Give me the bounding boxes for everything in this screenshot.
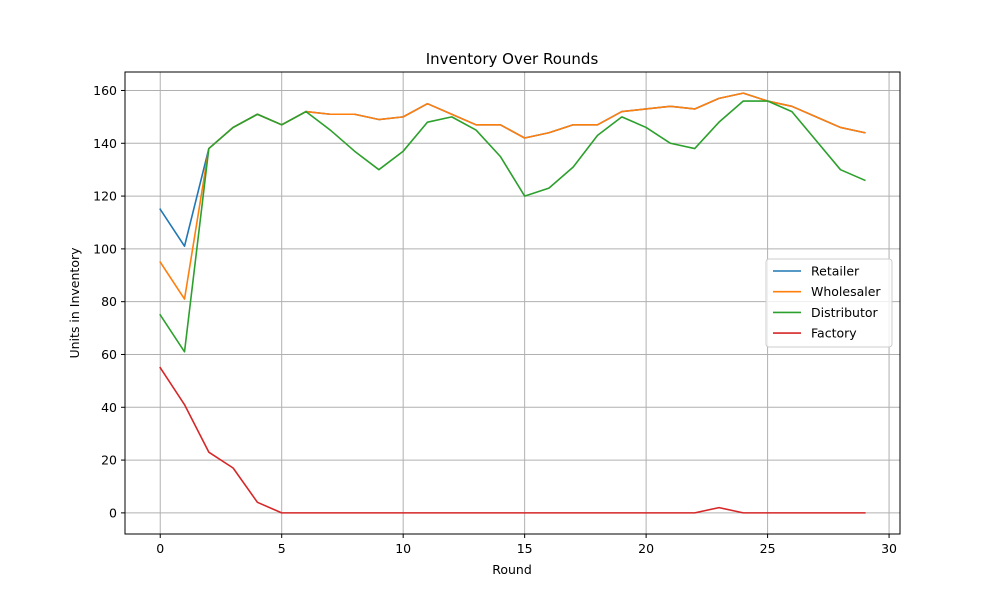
x-tick-label: 25: [760, 541, 776, 556]
y-axis-ticks: 0 20 40 60 80 100 120 140 160: [93, 83, 125, 520]
y-tick-label: 120: [93, 189, 117, 204]
x-tick-label: 20: [638, 541, 654, 556]
y-tick-label: 140: [93, 136, 117, 151]
y-tick-label: 60: [101, 347, 117, 362]
x-tick-label: 10: [395, 541, 411, 556]
y-tick-label: 160: [93, 83, 117, 98]
legend: Retailer Wholesaler Distributor Factory: [765, 258, 893, 348]
series-line-retailer: [159, 92, 866, 248]
y-tick-label: 20: [101, 453, 117, 468]
series-line-factory: [159, 366, 866, 514]
x-axis-label: Round: [492, 562, 532, 577]
legend-label-wholesaler: Wholesaler: [811, 284, 881, 299]
x-tick-label: 30: [881, 541, 897, 556]
chart-title: Inventory Over Rounds: [426, 50, 599, 68]
plot-frame: [124, 71, 901, 535]
y-tick-label: 40: [101, 400, 117, 415]
x-tick-label: 15: [517, 541, 533, 556]
legend-box: [765, 258, 893, 348]
x-tick-label: 0: [156, 541, 164, 556]
legend-label-distributor: Distributor: [811, 305, 879, 320]
x-axis-ticks: 0 5 10 15 20 25 30: [156, 534, 897, 556]
legend-label-factory: Factory: [811, 326, 857, 341]
x-tick-label: 5: [278, 541, 286, 556]
y-tick-label: 80: [101, 294, 117, 309]
legend-label-retailer: Retailer: [811, 264, 860, 279]
y-tick-label: 0: [109, 505, 117, 520]
y-axis-label: Units in Inventory: [67, 247, 82, 359]
series-line-distributor: [159, 100, 866, 353]
series-lines: [159, 92, 866, 514]
y-tick-label: 100: [93, 241, 117, 256]
